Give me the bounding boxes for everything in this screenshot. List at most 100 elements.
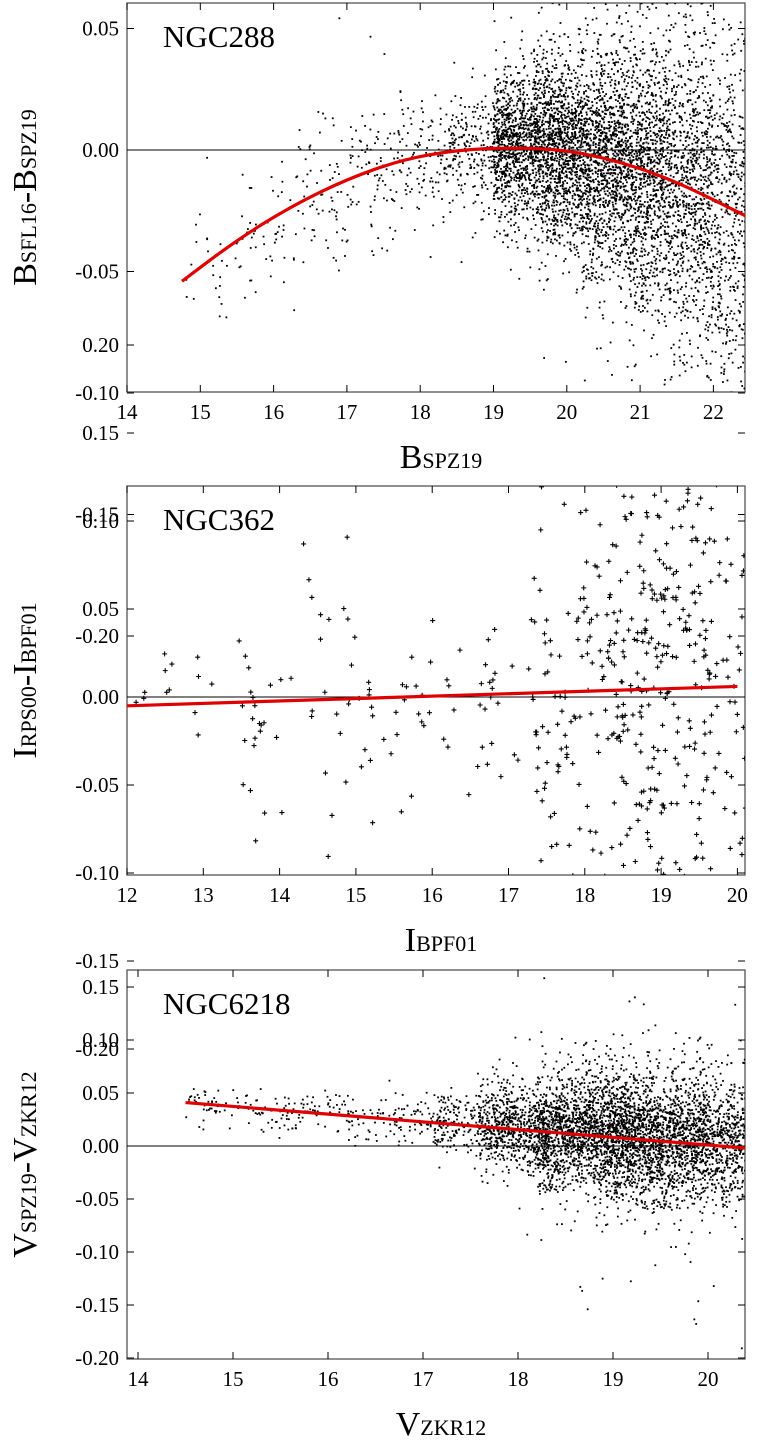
data-point [649, 284, 652, 287]
data-point [587, 176, 590, 179]
data-point [527, 156, 530, 159]
data-point [585, 277, 588, 280]
data-point [308, 146, 311, 148]
data-point [581, 145, 584, 148]
data-point [667, 78, 670, 81]
data-point [633, 240, 636, 243]
data-point [632, 156, 635, 158]
data-point [532, 398, 534, 400]
data-point [595, 73, 598, 76]
data-point [219, 276, 222, 279]
data-point [369, 128, 372, 131]
data-point [592, 248, 595, 251]
data-point [593, 200, 595, 203]
data-point [571, 153, 574, 156]
data-point [536, 119, 538, 122]
data-point [512, 125, 515, 127]
data-point [644, 173, 646, 175]
data-point [553, 220, 556, 222]
data-point [580, 119, 583, 122]
data-point [519, 99, 522, 101]
data-point [619, 41, 621, 44]
data-point [498, 220, 501, 223]
data-point [554, 233, 557, 236]
data-point [661, 124, 664, 127]
data-point [540, 218, 543, 221]
data-point [609, 248, 611, 251]
data-point [458, 161, 461, 164]
data-point [605, 137, 608, 139]
data-point [252, 232, 255, 235]
data-point [556, 219, 559, 221]
data-point [648, 272, 651, 274]
data-point [647, 147, 650, 149]
data-point [574, 174, 577, 177]
data-point [617, 184, 620, 187]
data-point [576, 184, 579, 187]
data-point [571, 184, 574, 187]
data-point [383, 143, 386, 145]
data-point [504, 174, 506, 177]
data-point [567, 64, 569, 67]
data-point [644, 147, 646, 150]
data-point [615, 166, 617, 169]
data-point [513, 134, 516, 137]
data-point [624, 232, 627, 235]
data-point [582, 162, 585, 165]
data-point [574, 132, 577, 135]
data-point [585, 134, 588, 136]
data-point [656, 117, 658, 120]
data-point [566, 134, 569, 137]
data-point [591, 179, 594, 182]
data-point [501, 133, 504, 136]
data-point [573, 192, 576, 195]
data-point [503, 138, 506, 140]
data-point [597, 164, 600, 167]
y-tick-label: 0.05 [82, 17, 119, 41]
data-point [560, 111, 563, 114]
data-point [663, 70, 666, 73]
data-point [537, 136, 540, 139]
data-point [543, 81, 546, 84]
data-point [596, 282, 599, 284]
data-point [516, 142, 519, 145]
data-point [566, 190, 569, 193]
data-point [605, 163, 607, 165]
data-point [530, 132, 533, 135]
data-point [547, 200, 550, 203]
data-point [588, 107, 591, 110]
data-point [641, 164, 644, 167]
data-point [507, 65, 510, 68]
data-point [497, 122, 500, 125]
data-point [379, 157, 382, 159]
data-point [492, 150, 495, 153]
data-point [596, 40, 599, 43]
data-point [564, 360, 567, 363]
data-point [504, 134, 506, 137]
data-point [594, 137, 597, 140]
data-point [412, 110, 415, 113]
data-point [556, 118, 559, 120]
data-point [596, 188, 598, 191]
y-tick-label: -0.15 [75, 503, 119, 527]
data-point [651, 237, 653, 240]
data-point [530, 52, 533, 55]
data-point [575, 109, 577, 112]
data-point [603, 145, 606, 148]
data-point [454, 138, 457, 141]
data-point [544, 102, 547, 105]
data-point [596, 199, 599, 202]
data-point [480, 184, 483, 187]
data-point [554, 238, 556, 241]
data-point [541, 140, 544, 143]
data-point [547, 164, 550, 167]
data-point [619, 145, 622, 148]
data-point [545, 239, 548, 242]
data-point [618, 171, 621, 174]
data-point [481, 106, 484, 108]
data-point [574, 198, 576, 201]
data-point [560, 195, 563, 198]
data-point [583, 91, 585, 93]
data-point [653, 212, 656, 215]
data-point [621, 277, 624, 279]
